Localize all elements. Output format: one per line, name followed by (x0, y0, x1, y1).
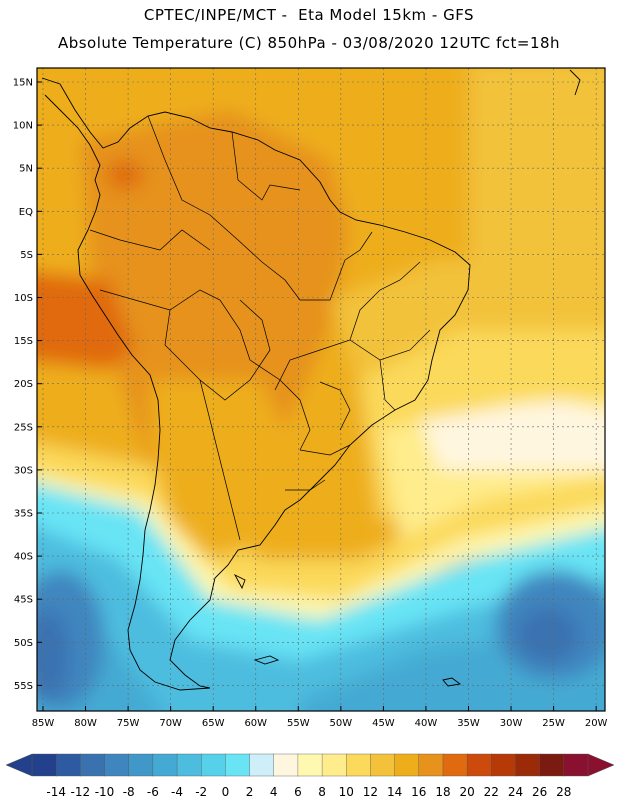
longitude-labels: 85W 80W 75W 70W 65W 60W 55W 50W 45W 40W 35W 30W 25W 2… (32, 706, 608, 729)
colorbar-label: -12 (71, 785, 91, 799)
lat-label: 10S (14, 293, 33, 304)
lon-label: 40W (415, 718, 438, 729)
colorbar-right-arrow (587, 753, 615, 777)
colorbar-label: 16 (411, 785, 426, 799)
colorbar-label: 4 (270, 785, 278, 799)
lat-label: 15S (14, 336, 33, 347)
colorbar-label: -6 (147, 785, 159, 799)
colorbar-swatch (370, 753, 396, 777)
lat-label: 5N (19, 164, 33, 175)
lon-label: 25W (542, 718, 565, 729)
colorbar-label: 28 (556, 785, 571, 799)
lon-label: 35W (457, 718, 480, 729)
colorbar: -14 -12 -10 -8 -6 -4 -2 0 2 4 6 8 10 12 14 16 18 20 22 24 26… (5, 753, 615, 799)
colorbar-label: 0 (222, 785, 230, 799)
colorbar-label: 6 (294, 785, 302, 799)
colorbar-swatch (563, 753, 589, 777)
lon-label: 55W (287, 718, 310, 729)
colorbar-swatch (515, 753, 541, 777)
colorbar-swatch (491, 753, 517, 777)
colorbar-label: 2 (246, 785, 254, 799)
colorbar-label: -8 (123, 785, 135, 799)
colorbar-swatch (152, 753, 178, 777)
temperature-field (37, 68, 605, 711)
colorbar-swatch (273, 753, 299, 777)
colorbar-swatch (249, 753, 275, 777)
latitude-labels: 15N 10N 5N EQ 5S 10S 15S 20S 25S 30S 35S 40S 45S 50S 5… (13, 78, 42, 692)
lon-label: 70W (159, 718, 182, 729)
colorbar-label: 18 (435, 785, 450, 799)
colorbar-label: 20 (459, 785, 474, 799)
colorbar-swatch (297, 753, 323, 777)
colorbar-swatch (55, 753, 82, 777)
colorbar-label: -10 (95, 785, 115, 799)
colorbar-swatch (176, 753, 202, 777)
colorbar-swatch (418, 753, 444, 777)
title-line-1: CPTEC/INPE/MCT - Eta Model 15km - GFS (143, 6, 475, 24)
lon-label: 45W (372, 718, 395, 729)
lat-label: 55S (14, 681, 33, 692)
colorbar-swatch (442, 753, 468, 777)
colorbar-swatch (80, 753, 106, 777)
colorbar-label: 8 (318, 785, 326, 799)
colorbar-left-arrow (5, 753, 33, 777)
colorbar-swatch (466, 753, 493, 777)
lat-label: 5S (20, 250, 33, 261)
colorbar-label: -2 (195, 785, 207, 799)
lon-label: 20W (585, 718, 608, 729)
map-frame (36, 67, 606, 712)
lat-label: 15N (13, 78, 33, 89)
lat-label: 35S (14, 509, 33, 520)
colorbar-swatch (201, 753, 227, 777)
lon-label: 50W (330, 718, 353, 729)
lat-label: 50S (14, 638, 33, 649)
lon-label: 75W (117, 718, 140, 729)
colorbar-swatch (31, 753, 57, 777)
lat-label: 40S (14, 552, 33, 563)
colorbar-label: -4 (171, 785, 183, 799)
title-line-2: Absolute Temperature (C) 850hPa - 03/08/… (57, 34, 561, 52)
lon-label: 80W (74, 718, 97, 729)
colorbar-label: 14 (387, 785, 402, 799)
graticule (37, 68, 605, 711)
lon-label: 60W (244, 718, 267, 729)
colorbar-swatch (128, 753, 154, 777)
country-borders (89, 115, 431, 541)
colorbar-swatch (225, 753, 251, 777)
lon-label: 30W (500, 718, 523, 729)
colorbar-swatch (539, 753, 565, 777)
lat-label: EQ (19, 207, 33, 218)
lon-label: 65W (202, 718, 225, 729)
colorbar-label: 22 (484, 785, 499, 799)
colorbar-label: 26 (532, 785, 547, 799)
colorbar-swatch (394, 753, 420, 777)
colorbar-label: 12 (363, 785, 378, 799)
coastline (41, 69, 581, 691)
lat-label: 10N (13, 121, 33, 132)
lat-label: 30S (14, 465, 33, 476)
colorbar-swatch (104, 753, 130, 777)
lat-label: 20S (14, 379, 33, 390)
colorbar-swatch (321, 753, 347, 777)
lat-label: 25S (14, 422, 33, 433)
lon-label: 85W (32, 718, 55, 729)
colorbar-label: 24 (508, 785, 523, 799)
colorbar-label: -14 (46, 785, 66, 799)
lat-label: 45S (14, 595, 33, 606)
colorbar-label: 10 (339, 785, 354, 799)
colorbar-swatch (346, 753, 372, 777)
